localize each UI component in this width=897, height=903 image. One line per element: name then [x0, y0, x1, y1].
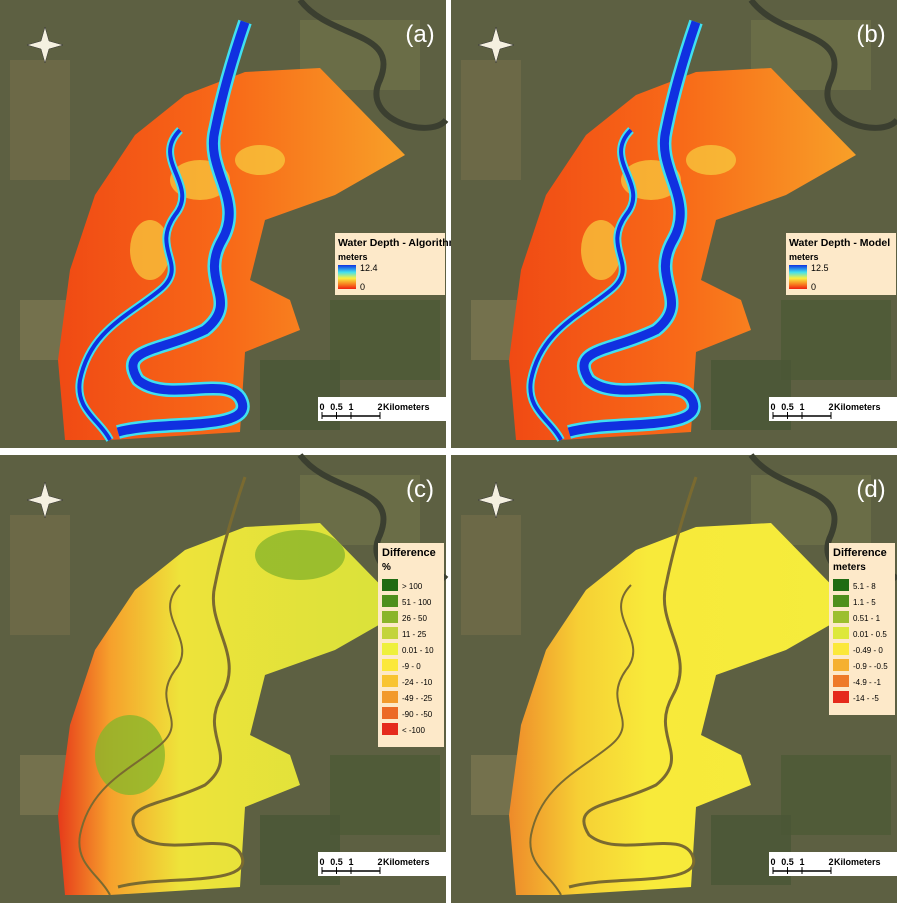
legend-swatch [382, 659, 398, 671]
legend-swatch [833, 643, 849, 655]
scale-tick-label: 0 [319, 857, 324, 867]
field-patch [461, 60, 521, 180]
legend-swatch [833, 627, 849, 639]
legend-swatch [382, 643, 398, 655]
panel-label: (c) [406, 476, 434, 503]
legend-label: -14 - -5 [853, 694, 879, 703]
panel-label: (b) [856, 21, 885, 48]
legend-swatch [833, 611, 849, 623]
legend-label: 51 - 100 [402, 598, 432, 607]
legend-label: -90 - -50 [402, 710, 433, 719]
scale-unit: Kilometers [383, 857, 430, 867]
legend-label: 0.51 - 1 [853, 614, 881, 623]
field-patch [10, 515, 70, 635]
legend-label: -0.9 - -0.5 [853, 662, 888, 671]
legend-unit: meters [789, 252, 819, 262]
field-patch [330, 300, 440, 380]
legend-max: 12.5 [811, 263, 829, 273]
scale-tick-label: 2 [828, 402, 833, 412]
legend-title: Water Depth - Algorithm [338, 237, 458, 249]
legend-color-ramp [789, 265, 807, 289]
scale-tick-label: 0 [770, 402, 775, 412]
legend-label: 1.1 - 5 [853, 598, 876, 607]
legend-label: 26 - 50 [402, 614, 427, 623]
page: (a)Water Depth - Algorithmmeters12.4000.… [0, 0, 897, 903]
legend-swatch [382, 627, 398, 639]
map-panel: (c) Difference% > 100 51 - 100 26 - 50 11 - 2… [0, 455, 446, 903]
legend-label: < -100 [402, 726, 425, 735]
legend-max: 12.4 [360, 263, 378, 273]
scale-unit: Kilometers [834, 857, 881, 867]
legend-swatch [833, 659, 849, 671]
map-panel: (d) Difference meters 5.1 - 8 1.1 - 5 0.51 - … [451, 455, 897, 903]
scale-tick-label: 2 [828, 857, 833, 867]
scale-tick-label: 0 [319, 402, 324, 412]
legend-label: 0.01 - 10 [402, 646, 434, 655]
legend-label: -9 - 0 [402, 662, 421, 671]
legend-swatch [382, 723, 398, 735]
legend-unit: % [382, 562, 391, 573]
legend-swatch [833, 595, 849, 607]
legend-label: -24 - -10 [402, 678, 433, 687]
legend-label: -49 - -25 [402, 694, 433, 703]
legend-title: Difference [833, 547, 887, 559]
legend-label: -0.49 - 0 [853, 646, 883, 655]
legend-label: > 100 [402, 582, 423, 591]
legend-label: 11 - 25 [402, 630, 427, 639]
legend-unit: meters [338, 252, 368, 262]
legend-min: 0 [811, 282, 816, 292]
legend-label: -4.9 - -1 [853, 678, 882, 687]
scale-tick-label: 1 [348, 402, 353, 412]
scale-unit: Kilometers [383, 402, 430, 412]
difference-patch [95, 715, 165, 795]
legend-label: 5.1 - 8 [853, 582, 876, 591]
scale-tick-label: 0.5 [781, 857, 794, 867]
scale-tick-label: 0.5 [330, 402, 343, 412]
shallow-patch [686, 145, 736, 175]
scale-unit: Kilometers [834, 402, 881, 412]
scale-tick-label: 2 [377, 402, 382, 412]
scale-tick-label: 0.5 [330, 857, 343, 867]
scale-tick-label: 1 [348, 857, 353, 867]
shallow-patch [235, 145, 285, 175]
legend-swatch [382, 611, 398, 623]
legend-label: 0.01 - 0.5 [853, 630, 887, 639]
scale-tick-label: 1 [799, 857, 804, 867]
legend-swatch [382, 595, 398, 607]
legend-min: 0 [360, 282, 365, 292]
legend-swatch [382, 579, 398, 591]
scale-tick-label: 2 [377, 857, 382, 867]
scale-tick-label: 0.5 [781, 402, 794, 412]
panel-label: (d) [856, 476, 885, 503]
field-patch [330, 755, 440, 835]
panel-label: (a) [405, 21, 434, 48]
legend-unit: meters [833, 562, 866, 573]
figure: (a)Water Depth - Algorithmmeters12.4000.… [0, 0, 897, 903]
legend-swatch [382, 707, 398, 719]
scale-tick-label: 0 [770, 857, 775, 867]
field-patch [461, 515, 521, 635]
scale-tick-label: 1 [799, 402, 804, 412]
legend-swatch [833, 579, 849, 591]
field-patch [781, 300, 891, 380]
field-patch [10, 60, 70, 180]
legend-title: Difference [382, 547, 436, 559]
difference-patch [255, 530, 345, 580]
legend-swatch [833, 691, 849, 703]
legend-swatch [833, 675, 849, 687]
field-patch [781, 755, 891, 835]
legend-swatch [382, 675, 398, 687]
legend-swatch [382, 691, 398, 703]
legend-title: Water Depth - Model [789, 237, 890, 249]
legend-color-ramp [338, 265, 356, 289]
